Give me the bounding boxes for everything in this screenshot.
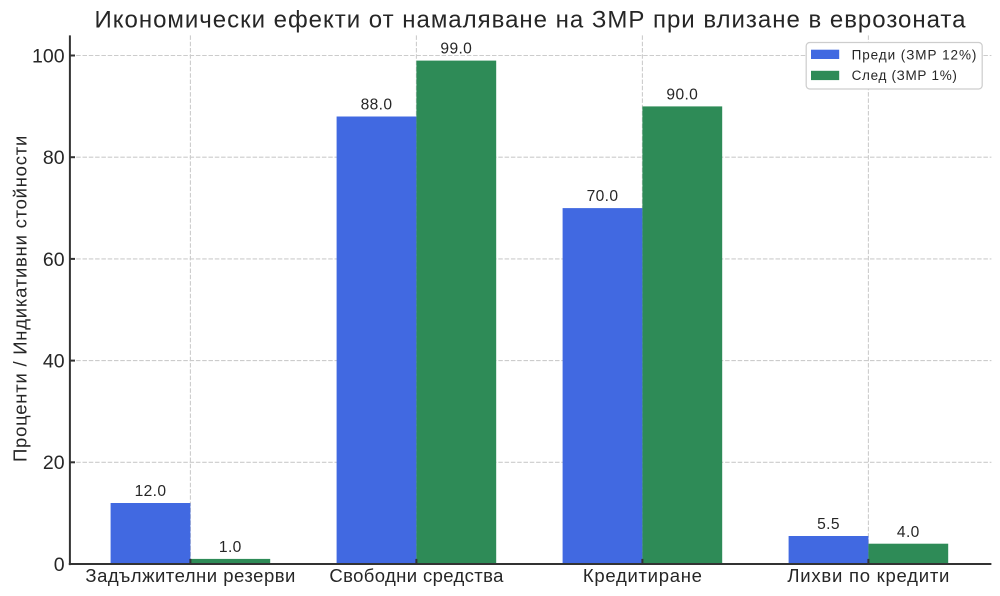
svg-text:Кредитиране: Кредитиране bbox=[583, 565, 702, 586]
svg-text:Икономически ефекти от намаляв: Икономически ефекти от намаляване на ЗМР… bbox=[95, 6, 967, 33]
svg-text:5.5: 5.5 bbox=[817, 516, 840, 533]
svg-text:60: 60 bbox=[43, 249, 65, 271]
svg-text:Проценти / Индикативни стойнос: Проценти / Индикативни стойности bbox=[10, 135, 31, 462]
svg-text:0: 0 bbox=[54, 554, 65, 576]
svg-text:Преди (ЗМР 12%): Преди (ЗМР 12%) bbox=[852, 47, 977, 62]
svg-text:Свободни средства: Свободни средства bbox=[329, 565, 504, 586]
svg-text:Задължителни резерви: Задължителни резерви bbox=[85, 565, 295, 586]
svg-text:4.0: 4.0 bbox=[897, 524, 920, 541]
svg-text:80: 80 bbox=[43, 147, 65, 169]
svg-text:20: 20 bbox=[43, 452, 65, 474]
svg-text:40: 40 bbox=[43, 351, 65, 373]
svg-text:70.0: 70.0 bbox=[587, 188, 619, 205]
svg-text:88.0: 88.0 bbox=[361, 97, 393, 114]
svg-text:Лихви по кредити: Лихви по кредити bbox=[787, 565, 949, 586]
svg-text:След (ЗМР 1%): След (ЗМР 1%) bbox=[852, 68, 957, 83]
svg-text:12.0: 12.0 bbox=[135, 483, 167, 500]
svg-text:99.0: 99.0 bbox=[440, 41, 472, 58]
svg-text:1.0: 1.0 bbox=[219, 539, 242, 556]
svg-text:100: 100 bbox=[32, 45, 65, 67]
svg-text:90.0: 90.0 bbox=[666, 87, 698, 104]
